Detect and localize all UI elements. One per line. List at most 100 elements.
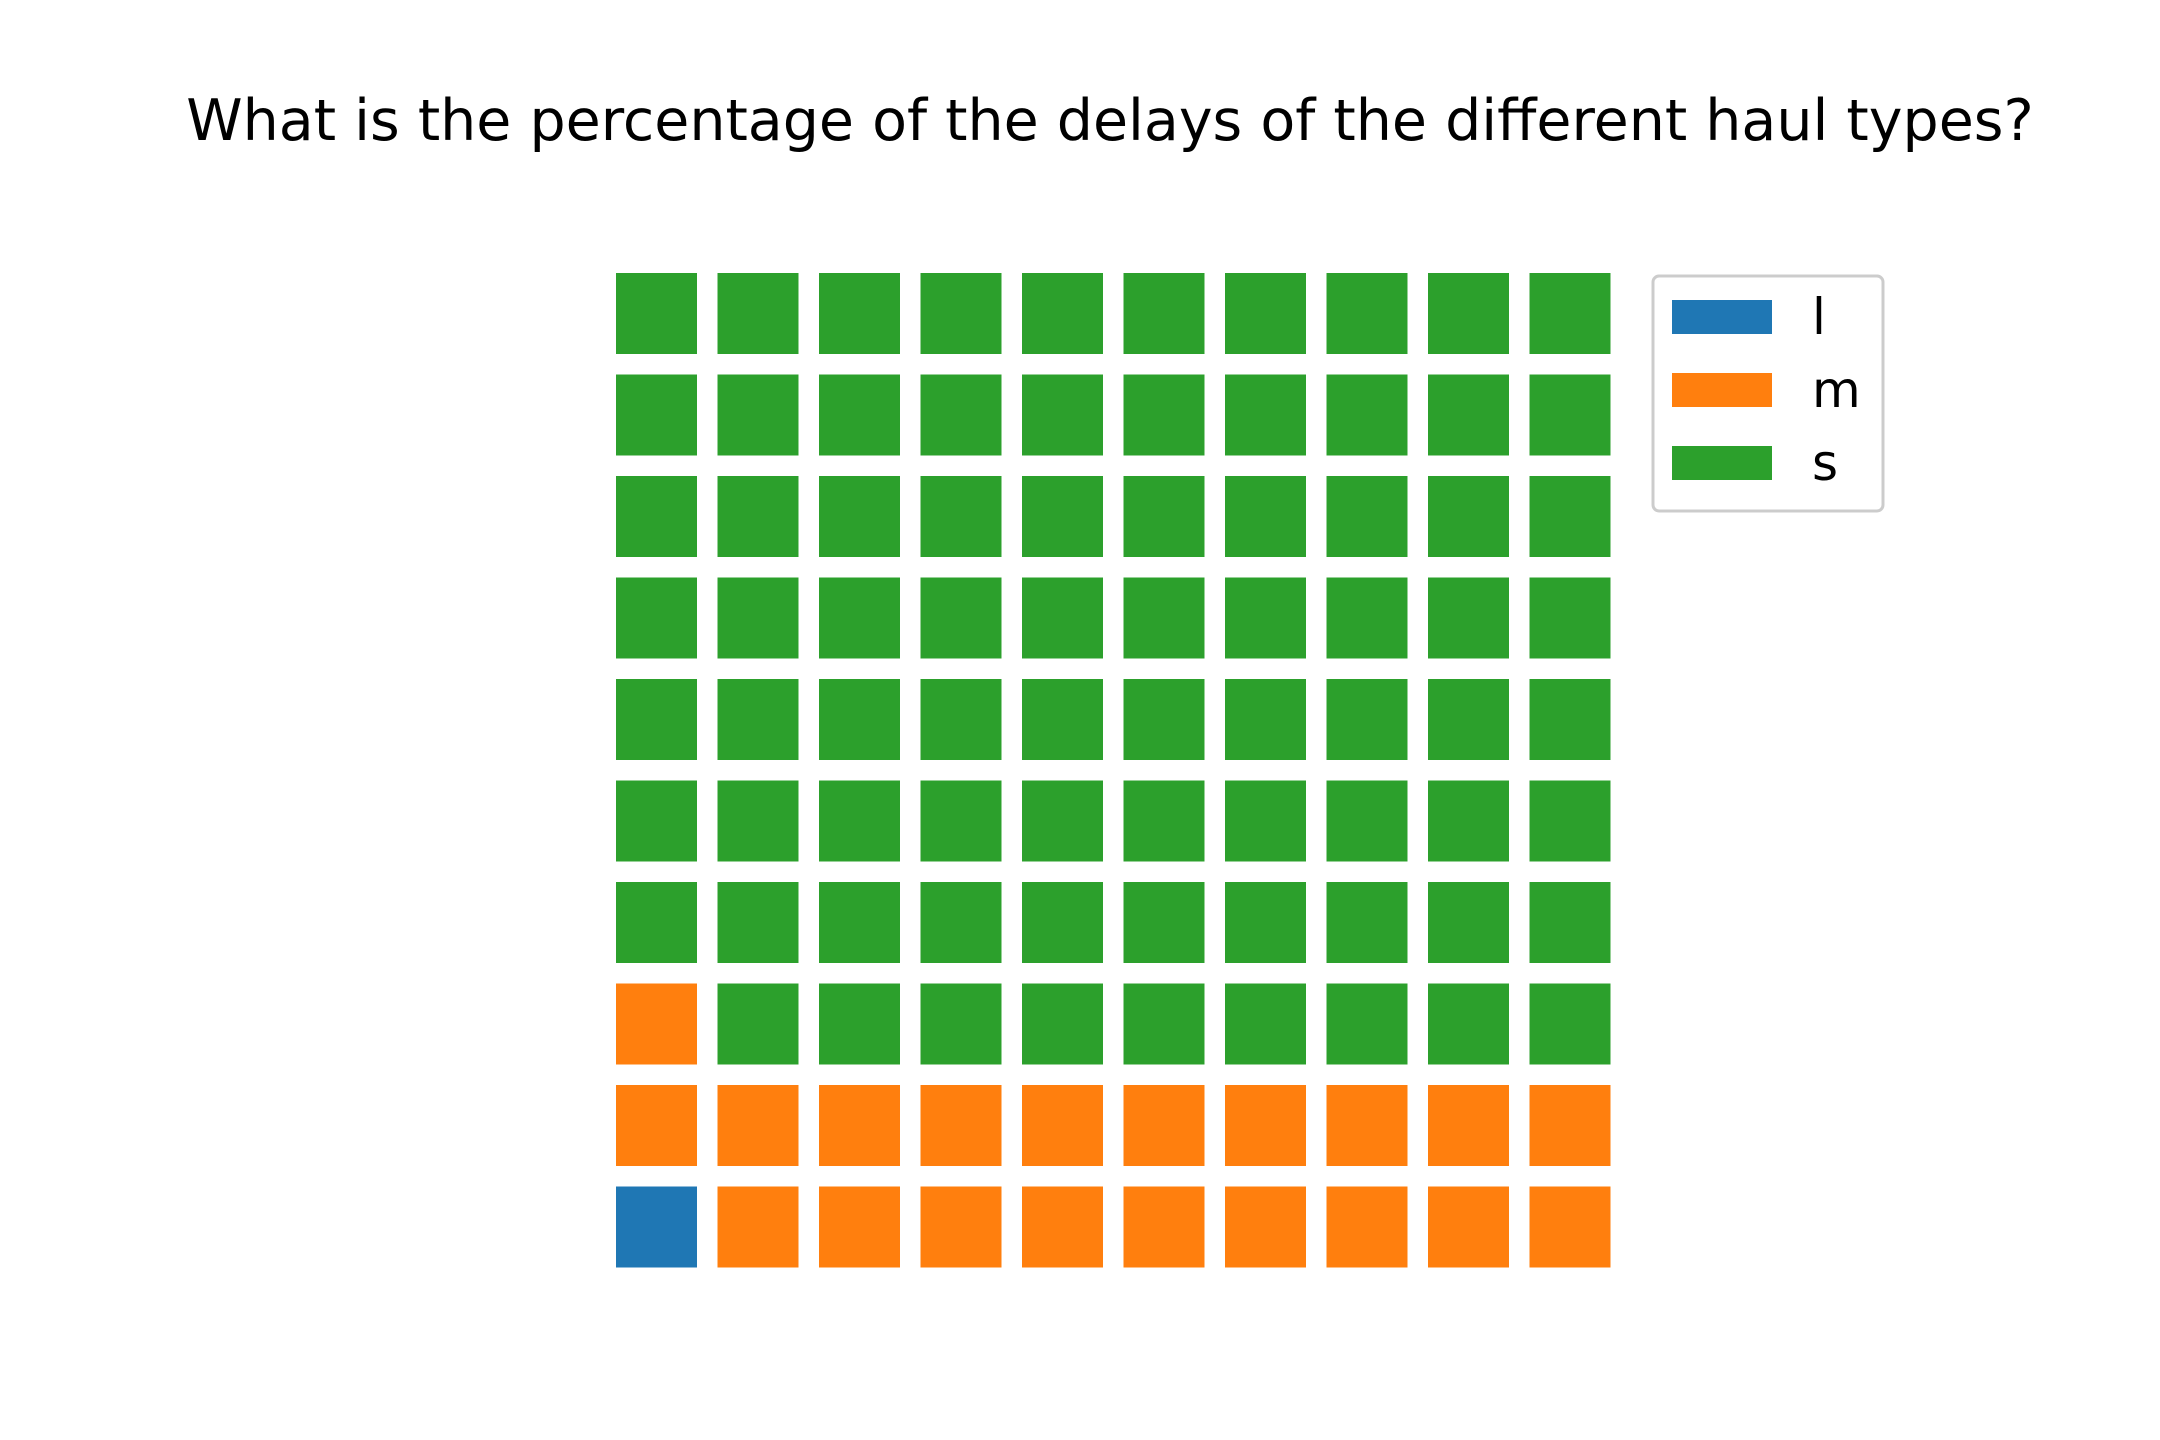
waffle-cell-m [616,1085,697,1166]
waffle-cell-s [920,679,1002,760]
waffle-cell-s [1428,983,1509,1065]
waffle-cell-m [819,1085,900,1166]
waffle-cell-s [819,882,900,963]
waffle-cell-s [920,273,1002,354]
waffle-cell-m [1326,1085,1408,1166]
legend-label-l: l [1812,288,1826,346]
waffle-cell-m [1529,1085,1611,1166]
waffle-cell-m [1123,1085,1205,1166]
waffle-cell-s [1123,577,1205,659]
waffle-cell-s [1428,679,1509,760]
waffle-cell-s [1326,273,1408,354]
waffle-cell-s [1225,983,1306,1065]
waffle-cell-s [616,273,697,354]
waffle-cell-s [1529,983,1611,1065]
waffle-cell-m [616,983,697,1065]
waffle-cell-s [1428,273,1509,354]
waffle-cell-s [1326,577,1408,659]
waffle-cell-s [717,983,799,1065]
waffle-cell-s [1022,374,1103,456]
waffle-cell-s [616,780,697,862]
waffle-cell-s [1225,780,1306,862]
waffle-cell-s [717,374,799,456]
waffle-cell-s [1326,780,1408,862]
legend-label-s: s [1812,434,1838,492]
waffle-cell-s [920,882,1002,963]
waffle-cell-s [1225,374,1306,456]
waffle-grid [616,273,1611,1268]
waffle-cell-s [1428,882,1509,963]
waffle-cell-s [920,983,1002,1065]
waffle-cell-s [920,577,1002,659]
waffle-cell-m [1428,1186,1509,1268]
waffle-cell-s [1529,476,1611,557]
waffle-cell-s [1022,882,1103,963]
legend-swatch-s [1672,446,1772,480]
waffle-cell-s [1529,374,1611,456]
waffle-cell-s [819,577,900,659]
waffle-cell-m [1123,1186,1205,1268]
waffle-cell-s [1326,476,1408,557]
waffle-cell-s [1529,679,1611,760]
waffle-cell-m [1326,1186,1408,1268]
waffle-cell-s [1225,476,1306,557]
waffle-cell-m [920,1085,1002,1166]
waffle-cell-s [1529,780,1611,862]
waffle-cell-s [1529,882,1611,963]
waffle-cell-s [717,273,799,354]
waffle-cell-m [1428,1085,1509,1166]
waffle-cell-s [616,882,697,963]
waffle-cell-s [1123,273,1205,354]
waffle-cell-s [819,780,900,862]
waffle-cell-s [1225,273,1306,354]
waffle-cell-s [1428,577,1509,659]
waffle-cell-s [1022,577,1103,659]
waffle-cell-m [1225,1186,1306,1268]
waffle-cell-m [920,1186,1002,1268]
waffle-cell-s [1225,882,1306,963]
waffle-cell-s [616,679,697,760]
waffle-cell-s [1123,374,1205,456]
waffle-cell-s [1022,476,1103,557]
waffle-cell-s [920,780,1002,862]
waffle-cell-s [717,577,799,659]
waffle-cell-s [717,780,799,862]
waffle-cell-s [1225,577,1306,659]
waffle-cell-s [1529,577,1611,659]
waffle-cell-s [1326,374,1408,456]
waffle-cell-m [819,1186,900,1268]
waffle-cell-s [616,476,697,557]
waffle-cell-s [1428,780,1509,862]
waffle-cell-s [1225,679,1306,760]
legend-swatch-l [1672,300,1772,334]
waffle-cell-s [1326,983,1408,1065]
waffle-cell-s [1529,273,1611,354]
waffle-cell-m [1529,1186,1611,1268]
waffle-cell-s [1022,780,1103,862]
waffle-cell-m [1022,1085,1103,1166]
waffle-cell-s [819,983,900,1065]
waffle-cell-s [920,476,1002,557]
waffle-cell-m [1022,1186,1103,1268]
waffle-cell-s [616,577,697,659]
waffle-cell-s [1022,679,1103,760]
waffle-cell-s [819,374,900,456]
waffle-cell-s [717,679,799,760]
waffle-cell-s [1123,983,1205,1065]
waffle-cell-s [819,273,900,354]
waffle-cell-m [717,1085,799,1166]
waffle-cell-s [1022,983,1103,1065]
legend-swatch-m [1672,373,1772,407]
waffle-cell-s [1123,476,1205,557]
waffle-cell-m [1225,1085,1306,1166]
legend: lms [1651,274,1885,513]
waffle-cell-s [1428,374,1509,456]
legend-label-m: m [1812,361,1861,419]
waffle-cell-s [1428,476,1509,557]
waffle-cell-s [717,476,799,557]
waffle-cell-s [1326,882,1408,963]
waffle-cell-s [1123,882,1205,963]
waffle-cell-s [920,374,1002,456]
chart-title: What is the percentage of the delays of … [186,88,2033,154]
